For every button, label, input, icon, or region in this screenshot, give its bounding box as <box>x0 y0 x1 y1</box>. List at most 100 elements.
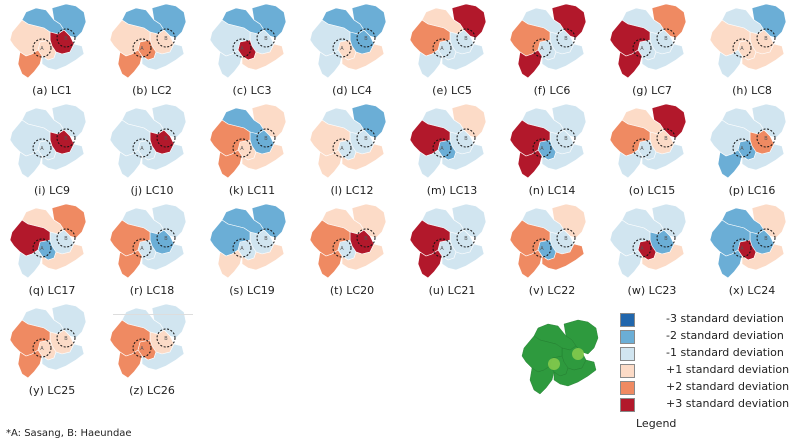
circle-b-marker <box>356 128 376 148</box>
district-region <box>709 19 751 57</box>
circle-b-label: B <box>264 136 268 142</box>
circle-b-label: B <box>464 236 468 242</box>
district-region <box>609 219 651 257</box>
panel-caption: (k) LC11 <box>228 184 276 197</box>
circle-a-label: A <box>40 46 44 52</box>
panel-caption: (p) LC16 <box>728 184 776 197</box>
district-region <box>341 243 385 271</box>
district-region <box>41 143 85 171</box>
circle-b-marker <box>156 128 176 148</box>
district-region <box>541 143 585 171</box>
legend-label: -2 standard deviation <box>666 329 784 342</box>
district-region <box>717 249 743 279</box>
circle-b-label: B <box>764 136 768 142</box>
panel-caption: (a) LC1 <box>32 84 72 97</box>
district-region <box>41 243 85 271</box>
circle-b-marker <box>356 28 376 48</box>
district-region <box>517 49 543 79</box>
circle-b-marker <box>556 228 576 248</box>
legend-label: +3 standard deviation <box>666 397 790 410</box>
choropleth-map: AB <box>509 3 587 79</box>
map-panel: A B (y) LC25 <box>4 302 100 402</box>
circle-a-label: A <box>240 46 244 52</box>
district-region <box>141 243 185 271</box>
panel-caption: (v) LC22 <box>528 284 576 297</box>
circle-a-marker <box>332 238 352 258</box>
district-region <box>109 19 151 57</box>
district-region <box>441 243 485 271</box>
circle-b-label: B <box>464 136 468 142</box>
legend-title: Legend <box>636 417 677 430</box>
district-region <box>41 343 85 371</box>
map-panel: A B (i) LC9 <box>4 102 100 202</box>
mini-map-highlight <box>572 348 584 360</box>
circle-b-label: B <box>164 336 168 342</box>
legend-item: -1 standard deviation <box>616 346 796 361</box>
district-region <box>309 119 351 157</box>
circle-a-label: A <box>340 46 344 52</box>
district-region <box>17 149 43 179</box>
map-panel: A B (s) LC19 <box>204 202 300 302</box>
circle-a-label: A <box>640 46 644 52</box>
district-region <box>209 219 251 257</box>
district-region <box>241 43 285 71</box>
choropleth-map: AB <box>709 203 787 279</box>
map-panel: A B (r) LC18 <box>104 202 200 302</box>
legend-swatch <box>620 398 635 412</box>
district-region <box>9 219 51 257</box>
mini-map-region <box>529 365 555 395</box>
circle-a-label: A <box>340 246 344 252</box>
choropleth-map: AB <box>109 303 187 379</box>
panel-caption: (r) LC18 <box>129 284 175 297</box>
circle-b-marker <box>56 28 76 48</box>
circle-b-label: B <box>64 36 68 42</box>
circle-a-marker <box>732 38 752 58</box>
district-region <box>509 19 551 57</box>
circle-a-label: A <box>440 146 444 152</box>
circle-b-label: B <box>64 236 68 242</box>
circle-a-label: A <box>140 46 144 52</box>
circle-a-marker <box>732 138 752 158</box>
circle-a-marker <box>432 138 452 158</box>
district-region <box>241 243 285 271</box>
district-region <box>9 19 51 57</box>
district-region <box>741 43 785 71</box>
panel-caption: (o) LC15 <box>628 184 676 197</box>
choropleth-map: AB <box>9 203 87 279</box>
district-region <box>609 19 651 57</box>
district-region <box>409 19 451 57</box>
map-panel: A B (v) LC22 <box>504 202 600 302</box>
choropleth-map: AB <box>309 103 387 179</box>
circle-b-marker <box>556 128 576 148</box>
district-region <box>641 43 685 71</box>
district-region <box>41 43 85 71</box>
circle-b-marker <box>456 128 476 148</box>
district-region <box>17 49 43 79</box>
circle-a-marker <box>232 38 252 58</box>
choropleth-map: AB <box>609 203 687 279</box>
district-region <box>217 149 243 179</box>
map-panel: A B (l) LC12 <box>304 102 400 202</box>
district-region <box>617 149 643 179</box>
choropleth-map: AB <box>609 3 687 79</box>
circle-a-marker <box>132 338 152 358</box>
district-region <box>441 43 485 71</box>
circle-b-marker <box>456 28 476 48</box>
circle-a-marker <box>132 38 152 58</box>
district-region <box>141 143 185 171</box>
map-panel: A B (f) LC6 <box>504 2 600 102</box>
district-region <box>709 219 751 257</box>
district-region <box>641 243 685 271</box>
district-region <box>109 119 151 157</box>
panel-caption: (d) LC4 <box>332 84 372 97</box>
choropleth-map: AB <box>409 203 487 279</box>
legend-swatch <box>620 381 635 395</box>
circle-a-label: A <box>240 246 244 252</box>
panel-caption: (q) LC17 <box>28 284 76 297</box>
circle-a-marker <box>732 238 752 258</box>
choropleth-map: AB <box>609 103 687 179</box>
circle-a-label: A <box>140 146 144 152</box>
choropleth-map: AB <box>409 103 487 179</box>
circle-b-marker <box>656 28 676 48</box>
district-region <box>17 249 43 279</box>
